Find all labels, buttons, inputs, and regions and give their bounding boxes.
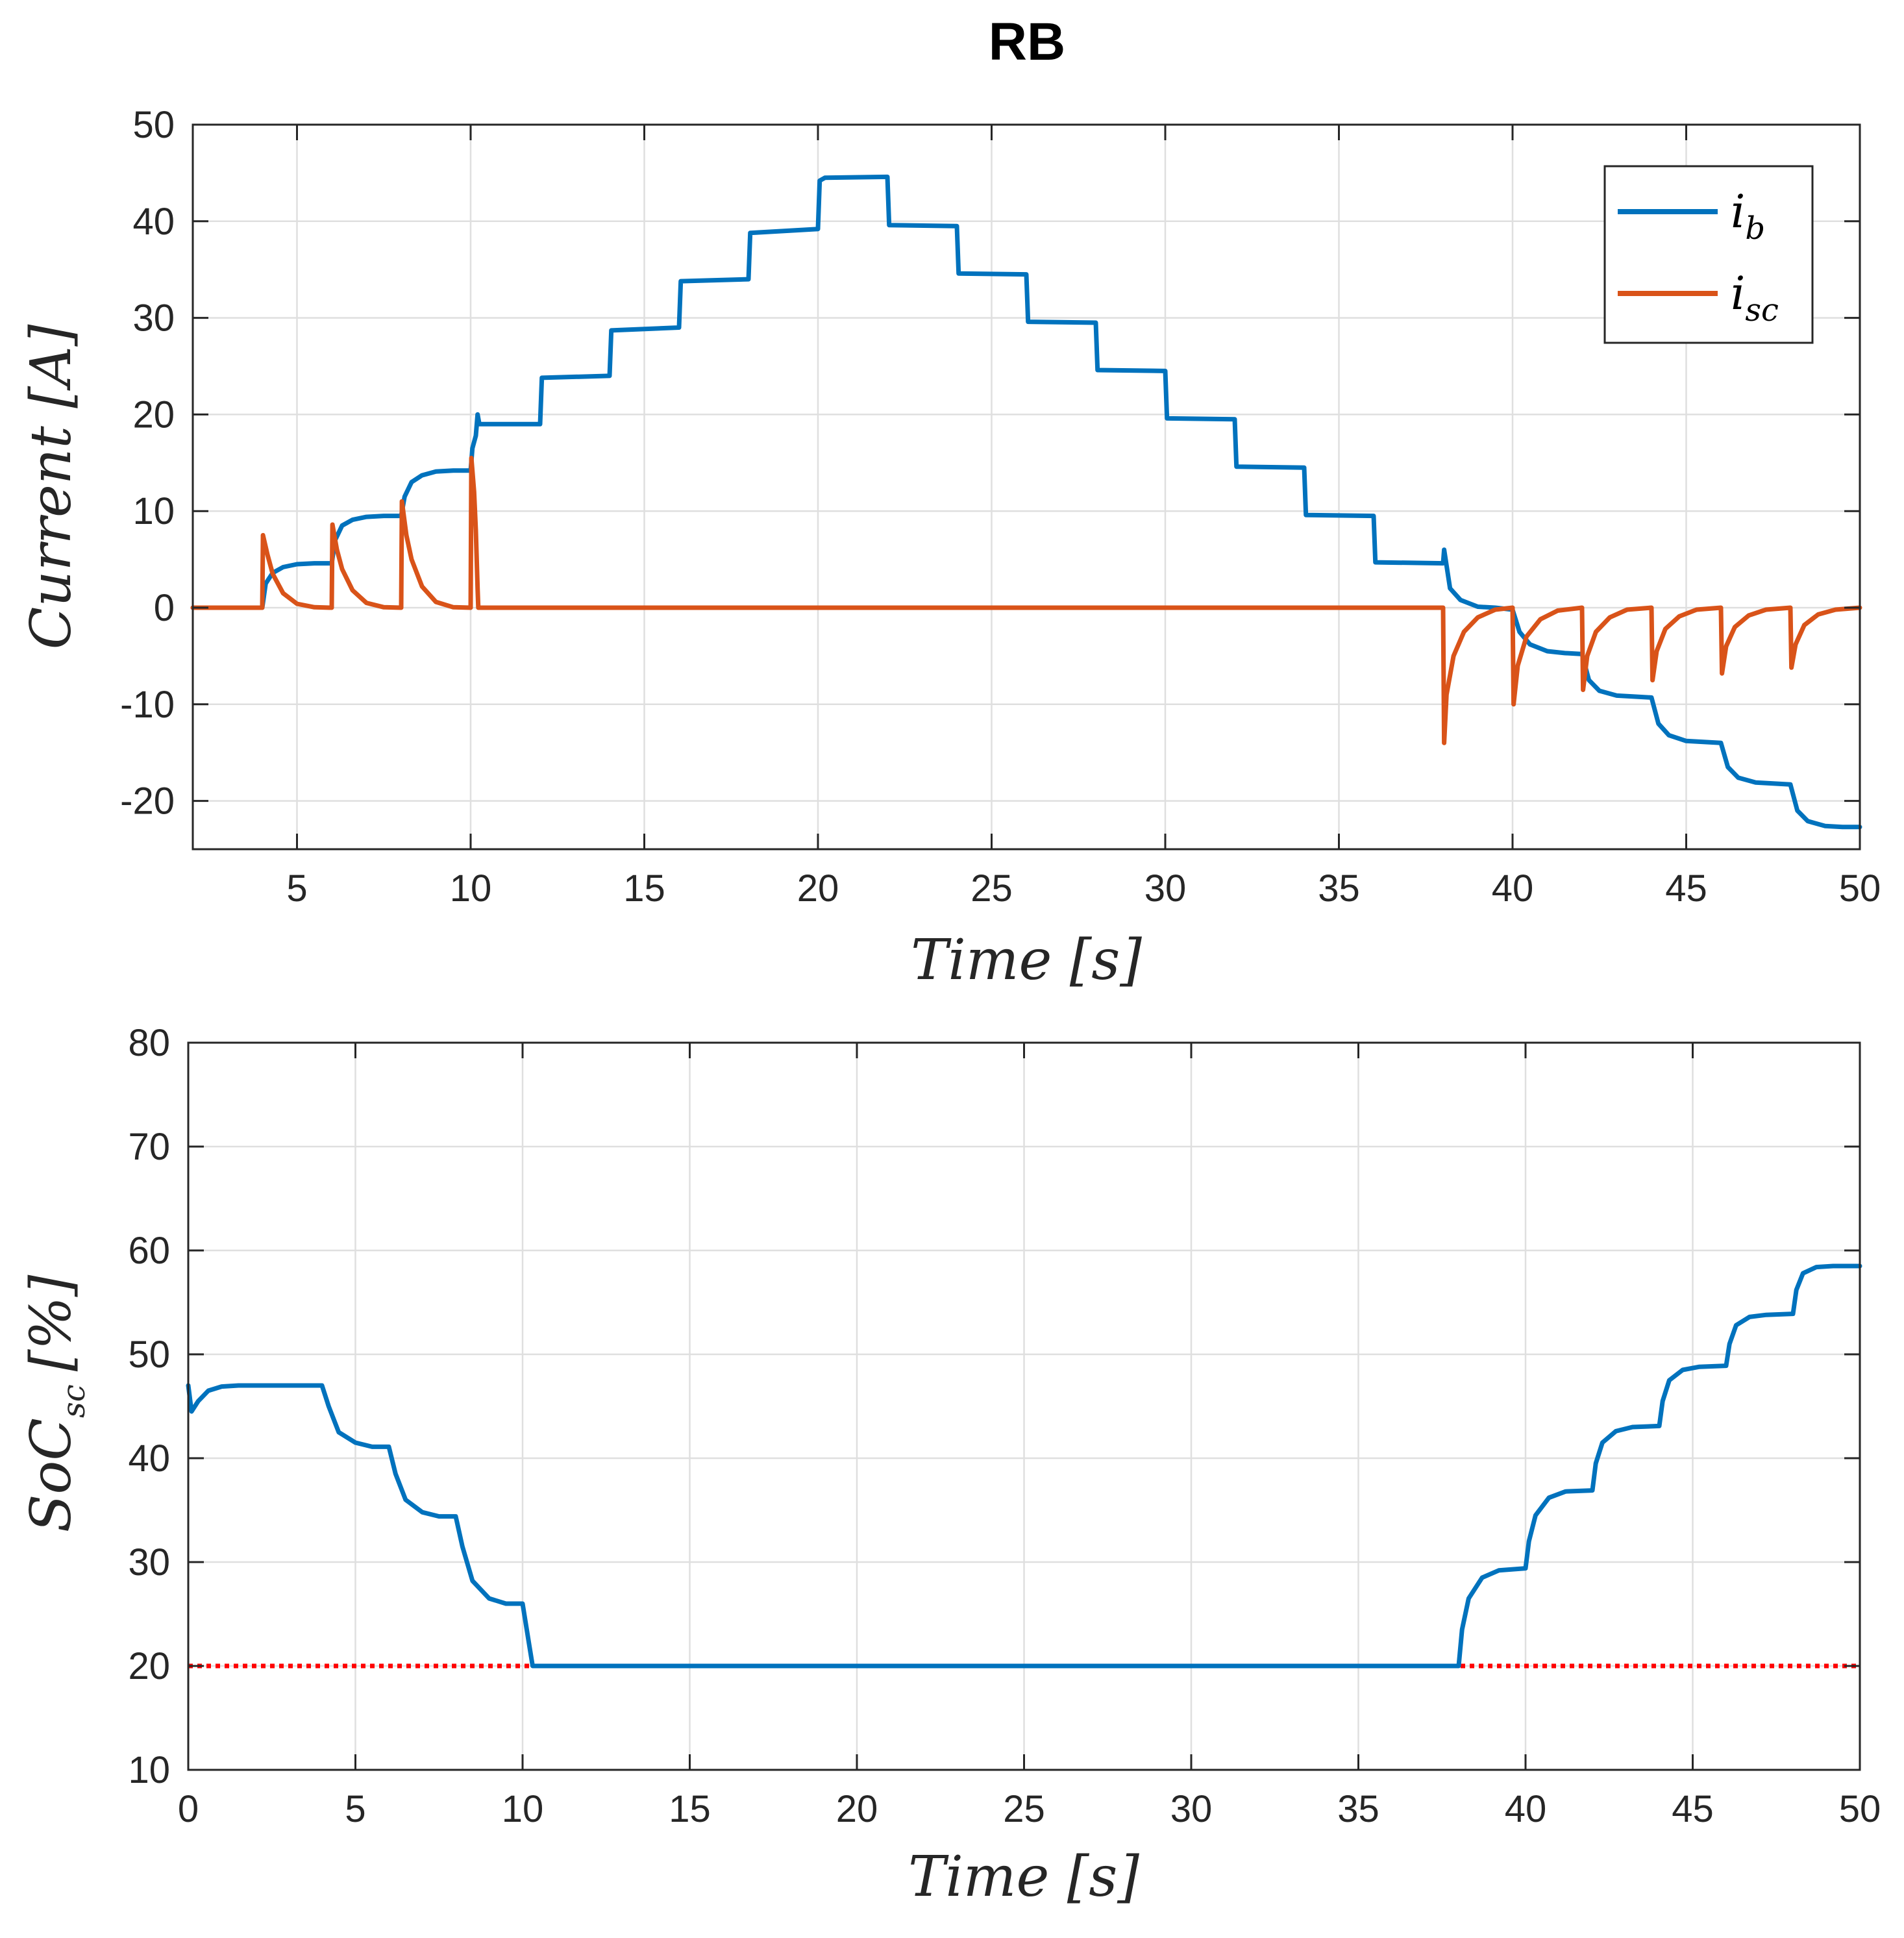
current-y-ticks: -20 -10 0 10 20 30 40 50 xyxy=(120,104,1860,823)
legend-box xyxy=(1603,165,1814,344)
bot-x-tick-label: 45 xyxy=(1672,1788,1714,1830)
bot-series-soc-sc xyxy=(186,1263,1862,1669)
top-y-tick-label: 20 xyxy=(132,393,175,436)
legend-label-isc-main: i xyxy=(1731,267,1745,320)
bot-y-tick-label: 70 xyxy=(128,1126,170,1168)
top-x-tick-label: 40 xyxy=(1492,867,1534,910)
legend-label-isc-sub: sc xyxy=(1745,292,1779,329)
bot-x-tick-label: 40 xyxy=(1505,1788,1547,1830)
bot-y-tick-label: 80 xyxy=(128,1022,170,1064)
soc-x-ticks: 0 5 10 15 20 25 30 35 40 45 50 xyxy=(178,1043,1881,1830)
chart-title: RB xyxy=(989,12,1065,71)
bot-y-tick-label: 10 xyxy=(128,1749,170,1791)
soc-y-axis-label: SoCsc [%] xyxy=(19,1274,92,1532)
soc-series xyxy=(186,1263,1862,1669)
bot-y-tick-label: 50 xyxy=(128,1334,170,1376)
current-plot: -20 -10 0 10 20 30 40 50 5 10 15 20 25 30 35 40 45 50 Ti… xyxy=(19,104,1881,993)
top-x-tick-label: 10 xyxy=(450,867,492,910)
bot-y-tick-label: 20 xyxy=(128,1645,170,1687)
bot-x-tick-label: 0 xyxy=(178,1788,199,1830)
top-y-tick-label: 10 xyxy=(132,490,175,532)
legend-label-ib-main: i xyxy=(1731,185,1745,238)
bot-x-tick-label: 15 xyxy=(669,1788,711,1830)
bot-x-tick-label: 20 xyxy=(836,1788,878,1830)
top-x-tick-label: 45 xyxy=(1665,867,1707,910)
top-x-tick-label: 5 xyxy=(286,867,307,910)
bot-y-tick-label: 60 xyxy=(128,1230,170,1272)
current-x-ticks: 5 10 15 20 25 30 35 40 45 50 xyxy=(286,125,1881,910)
top-y-tick-label: -10 xyxy=(120,684,175,726)
bot-x-tick-label: 10 xyxy=(502,1788,544,1830)
bot-y-tick-label: 30 xyxy=(128,1541,170,1584)
bot-x-tick-label: 35 xyxy=(1337,1788,1379,1830)
bot-x-tick-label: 5 xyxy=(345,1788,365,1830)
bot-y-tick-label: 40 xyxy=(128,1437,170,1480)
top-y-tick-label: 30 xyxy=(132,297,175,340)
top-series-i-sc xyxy=(190,455,1862,745)
soc-y-axis-label-unit: [%] xyxy=(19,1274,84,1371)
top-frame xyxy=(192,123,1861,851)
top-y-tick-label: -20 xyxy=(120,780,175,823)
current-axes-frame xyxy=(192,123,1861,851)
top-y-tick-label: 40 xyxy=(132,201,175,243)
top-x-tick-label: 35 xyxy=(1318,867,1360,910)
top-x-tick-label: 15 xyxy=(623,867,665,910)
soc-x-axis-label: Time [s] xyxy=(908,1845,1139,1909)
top-y-tick-label: 50 xyxy=(132,104,175,146)
legend: ib isc xyxy=(1603,165,1814,344)
legend-label-isc: isc xyxy=(1731,267,1779,329)
soc-y-axis-label-sub: sc xyxy=(56,1384,92,1418)
top-x-tick-label: 20 xyxy=(797,867,839,910)
current-x-axis-label: Time [s] xyxy=(911,928,1142,993)
top-x-tick-label: 25 xyxy=(971,867,1013,910)
soc-plot: 10 20 30 40 50 60 70 80 0 5 10 15 20 25 30 35 40 45 50 Ti… xyxy=(19,1022,1881,1909)
top-y-tick-label: 0 xyxy=(154,587,175,629)
legend-label-ib-sub: b xyxy=(1745,210,1765,247)
bot-x-tick-label: 25 xyxy=(1003,1788,1045,1830)
soc-y-axis-label-main: SoC xyxy=(19,1418,84,1533)
legend-label-ib: ib xyxy=(1731,185,1765,247)
current-series xyxy=(190,174,1862,830)
bot-x-tick-label: 30 xyxy=(1170,1788,1213,1830)
top-x-tick-label: 30 xyxy=(1144,867,1187,910)
soc-y-ticks: 10 20 30 40 50 60 70 80 xyxy=(128,1022,1860,1791)
bot-x-tick-label: 50 xyxy=(1839,1788,1881,1830)
current-y-axis-label: Current [A] xyxy=(19,324,84,649)
top-x-tick-label: 50 xyxy=(1839,867,1881,910)
